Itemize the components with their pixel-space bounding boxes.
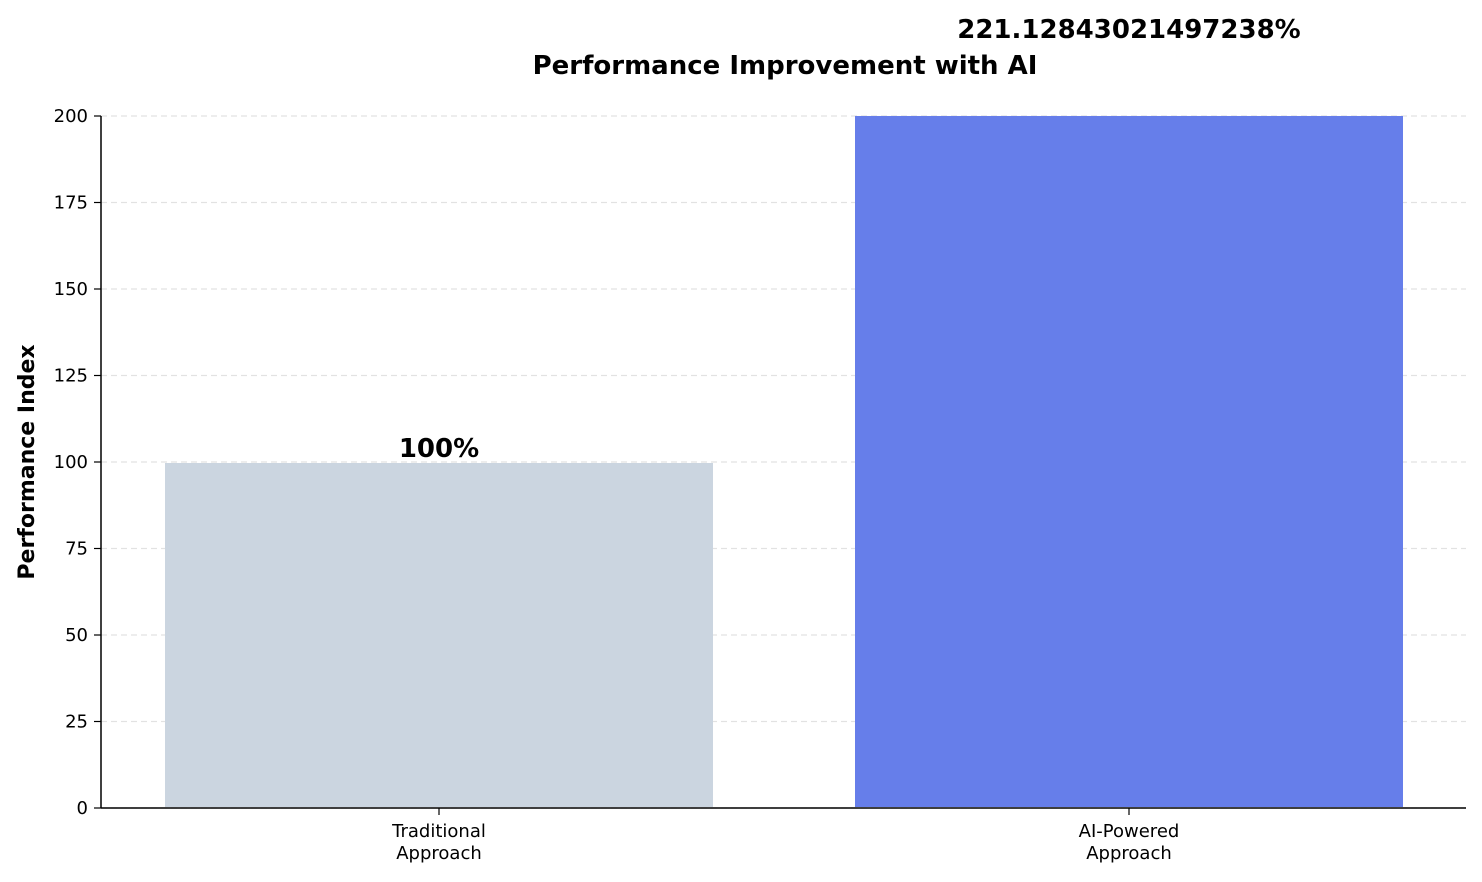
y-tick-label: 25 <box>65 712 88 733</box>
bar <box>855 116 1403 807</box>
y-tick-label: 100 <box>54 452 88 473</box>
y-tick-label: 50 <box>65 625 88 646</box>
value-label: 221.12843021497238% <box>957 15 1300 45</box>
y-tick-label: 200 <box>54 106 88 127</box>
y-tick-label: 150 <box>54 279 88 300</box>
y-tick-label: 0 <box>77 798 88 819</box>
x-tick-label: AI-Powered Approach <box>1078 821 1180 864</box>
y-tick-label: 75 <box>65 539 88 560</box>
value-label: 100% <box>399 434 479 464</box>
x-tick-label: Traditional Approach <box>392 821 486 864</box>
bar <box>165 463 713 807</box>
y-tick-label: 175 <box>54 193 88 214</box>
y-axis-label: Performance Index <box>15 344 40 579</box>
y-tick-label: 125 <box>54 366 88 387</box>
chart-title: Performance Improvement with AI <box>533 51 1038 81</box>
